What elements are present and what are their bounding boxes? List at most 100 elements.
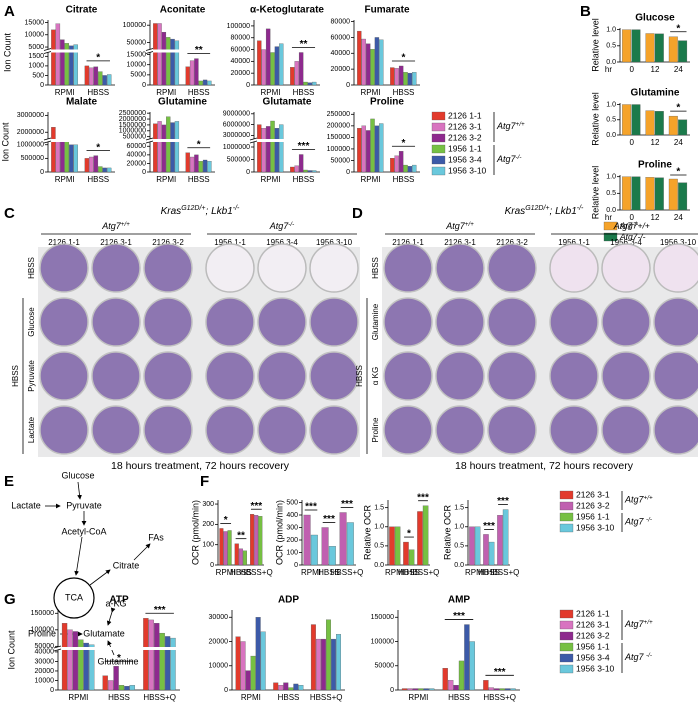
caption: 18 hours treatment, 72 hours recovery — [455, 460, 634, 472]
bar — [198, 80, 203, 86]
legend-label: 2126 3-1 — [576, 489, 610, 499]
bar — [622, 29, 632, 63]
legend-label: 1956 3-10 — [576, 522, 615, 532]
plate — [653, 405, 698, 455]
superscript: +/+ — [644, 619, 653, 626]
series: 1956 3-4 — [170, 122, 208, 173]
bar — [84, 158, 90, 173]
y-tick-label: 0.0 — [374, 562, 384, 569]
legend-label: Atg7-/- — [619, 231, 646, 241]
legend-swatch — [559, 664, 574, 674]
bar — [504, 688, 511, 691]
plate — [435, 243, 485, 293]
legend-label: 1956 3-4 — [448, 154, 482, 164]
chart-title: AMP — [448, 595, 471, 606]
y-tick-label: 1500000 — [119, 122, 146, 129]
y-axis-label: Relative level — [590, 18, 600, 72]
x-tick-label: 0 — [629, 213, 634, 222]
bar — [108, 680, 114, 691]
y-tick-label: 500 — [32, 72, 44, 79]
bar — [488, 687, 494, 691]
series: 1956 3-10 — [379, 123, 417, 173]
x-tick-label: RPMI — [216, 568, 236, 577]
x-tick-label: HBSS — [293, 88, 315, 97]
bar — [124, 686, 130, 691]
node-label: Pyruvate — [66, 500, 102, 510]
x-tick-label: RPMI — [261, 175, 281, 184]
y-axis-label: Ion Count — [0, 122, 10, 162]
bar — [293, 683, 299, 691]
x-tick-label: 24 — [674, 138, 683, 147]
plate-area — [38, 247, 360, 457]
bar — [488, 541, 495, 566]
plate — [39, 405, 89, 455]
plate — [487, 297, 537, 347]
plate — [143, 297, 193, 347]
x-tick-label: HBSS — [448, 693, 470, 702]
superscript: -/- — [577, 205, 584, 212]
bar — [398, 151, 404, 173]
bar — [194, 58, 199, 86]
bar — [408, 549, 415, 566]
row-label: α KG — [371, 367, 380, 385]
y-tick-label: 0 — [40, 169, 44, 176]
bar — [174, 121, 180, 173]
row-label: HBSS — [27, 257, 36, 279]
arrow — [74, 536, 83, 576]
bar — [320, 638, 326, 691]
y-tick-label: 150000 — [31, 610, 54, 617]
arrow — [89, 569, 111, 586]
bar — [154, 623, 160, 691]
y-tick-label: 0.5 — [374, 543, 384, 550]
x-tick-label: HBSS — [478, 568, 500, 577]
node-label: FAs — [148, 532, 164, 542]
bar — [207, 80, 212, 86]
y-tick-label: 300 — [286, 524, 298, 531]
plate — [435, 405, 485, 455]
x-tick-label: RPMI — [361, 88, 381, 97]
bar — [219, 528, 224, 566]
chart-title: Glutamate — [263, 97, 312, 108]
bar — [129, 685, 135, 691]
x-tick-label: RPMI — [408, 693, 428, 702]
significance: * — [407, 529, 411, 540]
bar — [98, 166, 103, 173]
series: 2126 1-1 — [51, 29, 90, 86]
bar — [245, 670, 251, 691]
y-tick-label: 30000 — [35, 658, 55, 665]
series: 2126 3-2 — [161, 124, 199, 173]
x-tick-label: 12 — [651, 65, 660, 74]
bar — [202, 79, 208, 86]
plate — [383, 297, 433, 347]
bar — [365, 43, 371, 86]
x-tick-label: 0 — [629, 138, 634, 147]
series: 2126 1-1 — [257, 124, 295, 173]
bar — [257, 40, 262, 86]
bar — [290, 67, 295, 86]
label-part: ; Lkb1 — [550, 206, 577, 217]
label-part: Kras — [161, 206, 182, 217]
bar — [166, 37, 171, 86]
series: Atg7+/+ — [622, 176, 678, 211]
legend-label: 1956 1-1 — [576, 641, 610, 651]
y-tick-label: 1.0 — [606, 26, 616, 33]
label-part: Atg7 — [496, 121, 517, 131]
bar — [326, 619, 331, 691]
superscript: +/+ — [644, 494, 653, 501]
bar-chart: 0.0 0.5 1.0 0 12 24 Atg7+/+Atg7-/- Glutamine Rel… — [590, 88, 690, 147]
legend-label: 1956 3-10 — [576, 663, 615, 673]
y-axis-label: Ion Count — [6, 630, 16, 670]
bar — [61, 623, 68, 691]
bar — [510, 688, 516, 691]
legend-swatch — [559, 631, 574, 641]
series: 2126 1-1 — [51, 127, 90, 173]
plate — [257, 243, 307, 293]
x-tick-label: HBSS+Q — [483, 693, 516, 702]
bar — [483, 680, 489, 691]
bar — [654, 33, 664, 63]
series: Atg7-/- — [631, 29, 688, 63]
label: Atg7-/- — [496, 154, 521, 165]
label-part: Atg7 — [496, 154, 517, 164]
